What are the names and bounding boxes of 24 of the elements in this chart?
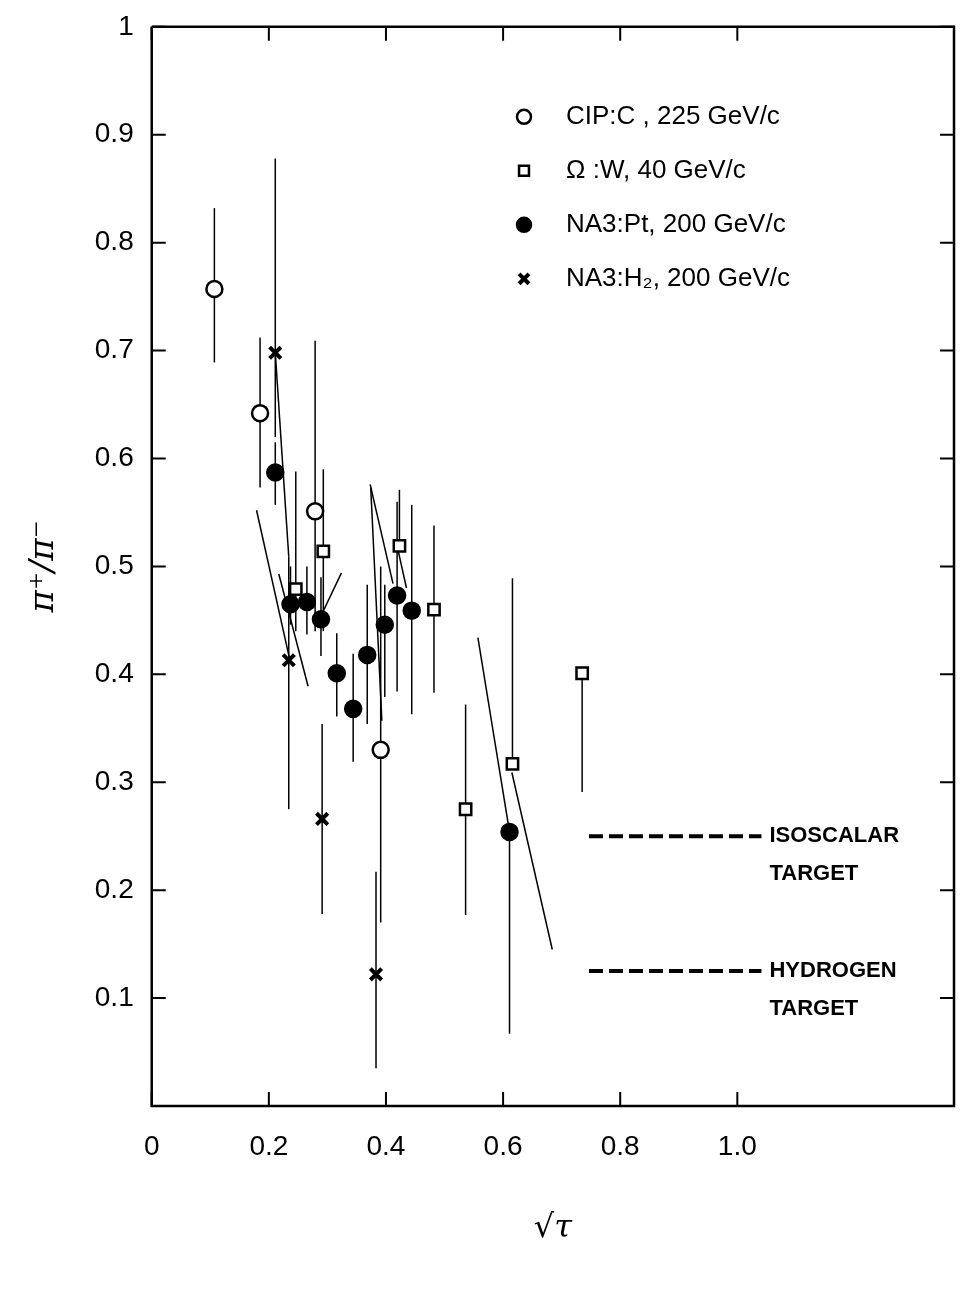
legend-label: CIP:C , 225 GeV/c (566, 99, 780, 130)
y-axis-title: π⁺/π⁻ (21, 520, 62, 614)
x-tick-label: 0.6 (483, 1129, 523, 1161)
x-tick-label: 1.0 (717, 1129, 757, 1161)
ref-line-label: HYDROGEN TARGET (769, 957, 897, 1021)
legend-label: Ω :W, 40 GeV/c (566, 153, 746, 184)
y-tick-label: 0.9 (94, 117, 134, 149)
y-tick-label: 0.6 (94, 441, 134, 473)
y-tick-label: 0.7 (94, 333, 134, 365)
x-tick-label: 0.4 (366, 1129, 406, 1161)
y-tick-label: 0.1 (94, 980, 134, 1012)
legend-label: NA3:H₂, 200 GeV/c (566, 261, 790, 292)
x-tick-label: 0.2 (249, 1129, 289, 1161)
x-tick-label: 0.8 (600, 1129, 640, 1161)
legend-label: NA3:Pt, 200 GeV/c (566, 207, 786, 238)
ref-line-label: ISOSCALAR TARGET (769, 822, 900, 886)
y-tick-label: 0.5 (94, 549, 134, 581)
y-tick-label: 1 (118, 9, 134, 41)
y-tick-label: 0.4 (94, 657, 134, 689)
y-tick-label: 0.2 (94, 872, 134, 904)
y-tick-label: 0.8 (94, 225, 134, 257)
x-tick-label: 0 (143, 1129, 160, 1161)
x-axis-title: √τ (533, 1207, 574, 1246)
y-tick-label: 0.3 (94, 764, 134, 796)
